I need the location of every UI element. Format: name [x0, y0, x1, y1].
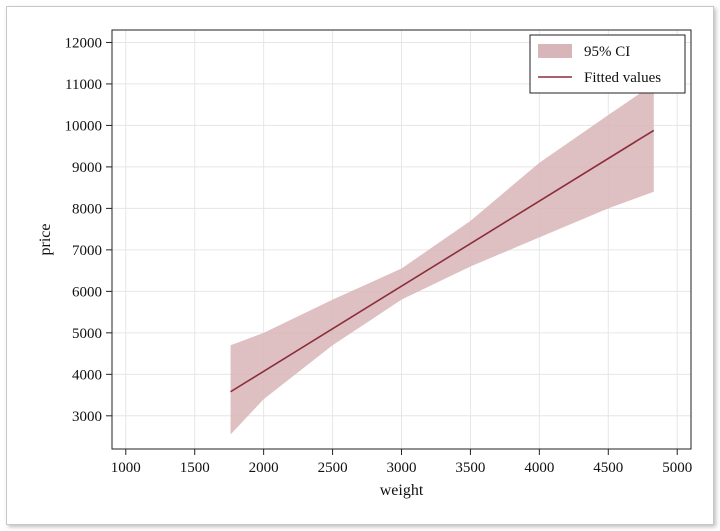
- x-tick-label: 4500: [593, 460, 623, 476]
- legend-label-ci: 95% CI: [584, 44, 630, 60]
- grid: [112, 30, 691, 449]
- legend-swatch-ci: [538, 44, 572, 58]
- y-tick-label: 12000: [65, 35, 103, 51]
- y-axis-label: price: [37, 224, 54, 256]
- x-axis: 1000 1500 2000 2500 3000 3500 4000 4500 5000: [111, 449, 692, 476]
- y-tick-label: 9000: [72, 160, 102, 176]
- y-tick-label: 11000: [65, 77, 102, 93]
- fitted-line: [230, 129, 655, 393]
- y-axis: 3000 4000 5000 6000 7000 8000 9000 10000 11000 12…: [65, 35, 112, 425]
- x-tick-label: 1500: [180, 460, 210, 476]
- y-tick-label: 4000: [72, 367, 102, 383]
- x-tick-label: 3000: [387, 460, 417, 476]
- legend: 95% CI Fitted values: [529, 34, 686, 94]
- x-tick-label: 1000: [111, 460, 141, 476]
- x-tick-label: 2000: [249, 460, 279, 476]
- x-tick-label: 5000: [662, 460, 692, 476]
- x-tick-label: 4000: [524, 460, 554, 476]
- y-tick-label: 5000: [72, 326, 102, 342]
- legend-label-fitted: Fitted values: [584, 70, 661, 86]
- x-tick-label: 2500: [318, 460, 348, 476]
- y-tick-label: 6000: [72, 284, 102, 300]
- y-tick-label: 3000: [72, 409, 102, 425]
- x-tick-label: 3500: [455, 460, 485, 476]
- x-axis-label: weight: [380, 482, 424, 499]
- y-tick-label: 10000: [65, 118, 103, 134]
- y-tick-label: 7000: [72, 243, 102, 259]
- y-tick-label: 8000: [72, 201, 102, 217]
- ci-band: [230, 83, 654, 435]
